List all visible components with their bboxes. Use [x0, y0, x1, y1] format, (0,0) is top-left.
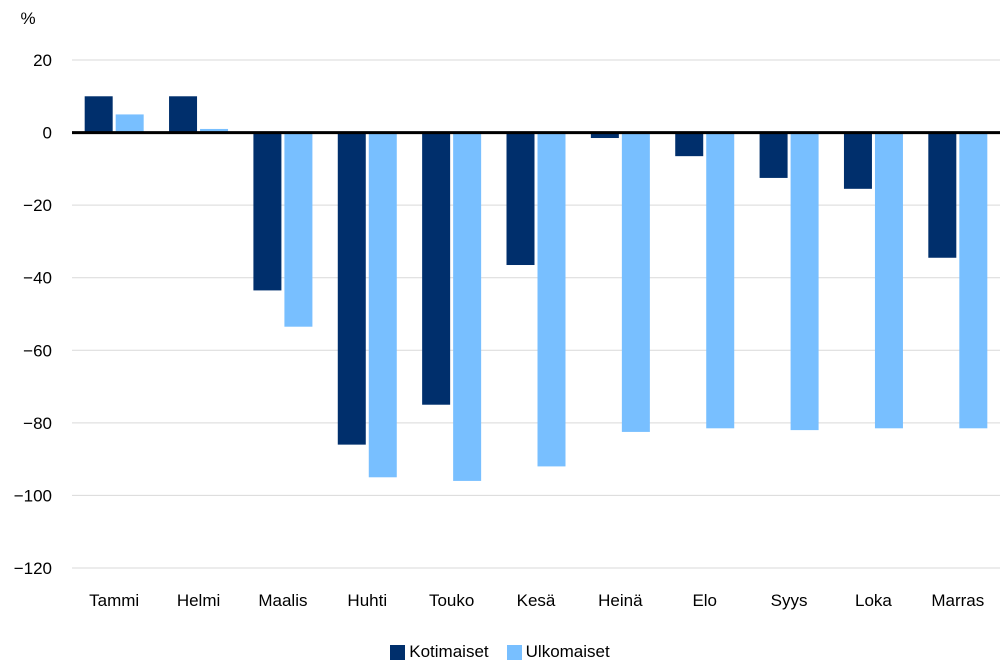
x-category-label: Tammi	[89, 591, 139, 610]
x-category-label: Helmi	[177, 591, 220, 610]
bar-ulkomaiset-kesä	[537, 132, 566, 467]
legend-item-kotimaiset: Kotimaiset	[390, 642, 489, 662]
legend: Kotimaiset Ulkomaiset	[0, 640, 1000, 664]
bar-ulkomaiset-touko	[453, 132, 482, 481]
bar-kotimaiset-tammi	[84, 96, 113, 133]
y-tick-label: −100	[14, 486, 52, 505]
x-category-label: Touko	[429, 591, 474, 610]
bar-kotimaiset-elo	[675, 132, 704, 157]
x-category-label: Huhti	[347, 591, 387, 610]
y-tick-label: −60	[23, 341, 52, 360]
legend-item-ulkomaiset: Ulkomaiset	[506, 642, 610, 662]
bar-chart: % 20 0 −20 −40 −60 −80 −100 −120 Tammi Helmi Maal…	[14, 9, 1000, 610]
y-tick-label: −80	[23, 414, 52, 433]
legend-label-kotimaiset: Kotimaiset	[409, 642, 489, 661]
y-tick-label: −20	[23, 196, 52, 215]
bar-ulkomaiset-tammi	[115, 114, 144, 133]
bar-kotimaiset-heinä	[590, 132, 619, 139]
legend-swatch-kotimaiset	[390, 644, 406, 660]
y-tick-labels: 20 0 −20 −40 −60 −80 −100 −120	[14, 51, 52, 578]
bar-kotimaiset-loka	[843, 132, 872, 189]
legend-swatch-ulkomaiset	[506, 644, 522, 660]
x-category-labels: Tammi Helmi Maalis Huhti Touko Kesä Heinä Elo Sy…	[89, 591, 984, 610]
x-category-label: Maalis	[258, 591, 307, 610]
x-category-label: Loka	[855, 591, 892, 610]
y-tick-label: 20	[33, 51, 52, 70]
x-category-label: Syys	[771, 591, 808, 610]
bar-kotimaiset-touko	[422, 132, 451, 405]
x-category-label: Marras	[931, 591, 984, 610]
y-tick-label: −40	[23, 269, 52, 288]
x-category-label: Elo	[692, 591, 717, 610]
bar-ulkomaiset-marras	[959, 132, 988, 429]
bar-kotimaiset-syys	[759, 132, 788, 178]
bar-kotimaiset-huhti	[337, 132, 366, 445]
bar-ulkomaiset-elo	[706, 132, 735, 429]
bar-kotimaiset-kesä	[506, 132, 535, 266]
y-tick-label: 0	[43, 124, 52, 143]
y-axis-unit-label: %	[20, 9, 35, 28]
bar-ulkomaiset-maalis	[284, 132, 313, 327]
bar-ulkomaiset-helmi	[200, 128, 229, 133]
x-category-label: Kesä	[517, 591, 556, 610]
y-tick-label: −120	[14, 559, 52, 578]
bars	[84, 96, 988, 481]
x-category-label: Heinä	[598, 591, 643, 610]
bar-kotimaiset-marras	[928, 132, 957, 258]
bar-ulkomaiset-loka	[874, 132, 903, 429]
bar-kotimaiset-helmi	[169, 96, 198, 133]
bar-ulkomaiset-heinä	[621, 132, 650, 432]
legend-label-ulkomaiset: Ulkomaiset	[525, 642, 610, 661]
gridlines	[72, 59, 1000, 569]
bar-kotimaiset-maalis	[253, 132, 282, 291]
bar-ulkomaiset-huhti	[368, 132, 397, 478]
bar-ulkomaiset-syys	[790, 132, 819, 431]
